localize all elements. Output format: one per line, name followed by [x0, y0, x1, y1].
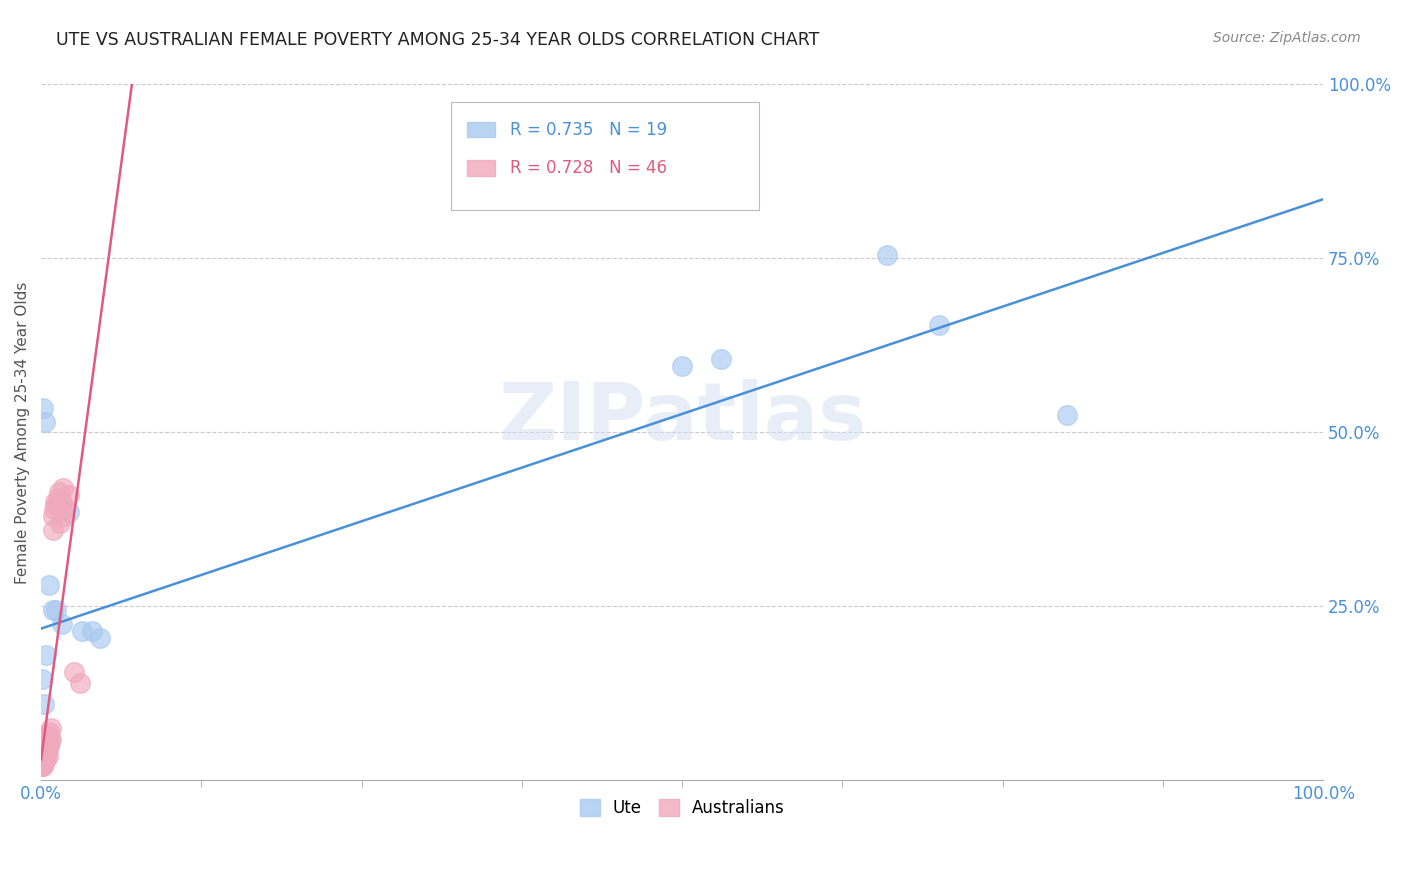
Point — [63, 665, 86, 680]
Point — [32, 739, 55, 753]
Point — [37, 748, 59, 763]
Point — [42, 523, 65, 537]
Text: UTE VS AUSTRALIAN FEMALE POVERTY AMONG 25-34 YEAR OLDS CORRELATION CHART: UTE VS AUSTRALIAN FEMALE POVERTY AMONG 2… — [56, 31, 820, 49]
Point — [34, 739, 56, 753]
Point — [31, 759, 53, 773]
Point — [89, 631, 111, 645]
Point — [52, 481, 75, 495]
Point — [34, 731, 56, 746]
Y-axis label: Female Poverty Among 25-34 Year Olds: Female Poverty Among 25-34 Year Olds — [15, 281, 30, 583]
Point — [58, 488, 80, 502]
Point — [35, 752, 58, 766]
Point — [34, 752, 56, 766]
Point — [53, 508, 76, 523]
FancyBboxPatch shape — [467, 161, 495, 176]
Point — [37, 735, 59, 749]
Point — [49, 516, 72, 530]
Point — [34, 752, 56, 766]
Legend: Ute, Australians: Ute, Australians — [572, 793, 792, 824]
Text: R = 0.735   N = 19: R = 0.735 N = 19 — [510, 120, 668, 138]
Point — [31, 739, 53, 753]
Point — [37, 742, 59, 756]
Point — [31, 673, 53, 687]
Point — [46, 491, 69, 506]
Point — [876, 248, 898, 262]
Point — [35, 746, 58, 760]
Point — [35, 739, 58, 753]
Point — [34, 746, 56, 760]
Point — [31, 746, 53, 760]
Point — [34, 731, 56, 746]
Point — [82, 624, 104, 638]
Point — [51, 495, 73, 509]
Point — [32, 756, 55, 770]
Point — [55, 502, 77, 516]
Text: R = 0.728   N = 46: R = 0.728 N = 46 — [510, 159, 668, 177]
Point — [41, 731, 63, 746]
Point — [45, 499, 67, 513]
Point — [38, 724, 60, 739]
Point — [51, 616, 73, 631]
Point — [671, 359, 693, 374]
Point — [32, 746, 55, 760]
Point — [44, 495, 66, 509]
Point — [34, 742, 56, 756]
Point — [42, 502, 65, 516]
Point — [34, 415, 56, 429]
Point — [32, 759, 55, 773]
Point — [31, 752, 53, 766]
Text: Source: ZipAtlas.com: Source: ZipAtlas.com — [1213, 31, 1361, 45]
Point — [31, 759, 53, 773]
Point — [35, 648, 58, 662]
Text: ZIPatlas: ZIPatlas — [498, 379, 866, 458]
Point — [35, 731, 58, 746]
Point — [38, 739, 60, 753]
Point — [39, 735, 62, 749]
Point — [32, 697, 55, 711]
Point — [32, 401, 55, 415]
Point — [39, 721, 62, 735]
Point — [710, 352, 733, 367]
Point — [41, 508, 63, 523]
Point — [37, 728, 59, 742]
Point — [48, 484, 70, 499]
Point — [69, 676, 91, 690]
Point — [31, 752, 53, 766]
Point — [41, 603, 63, 617]
Point — [70, 624, 93, 638]
Point — [38, 578, 60, 592]
Point — [928, 318, 950, 332]
FancyBboxPatch shape — [467, 122, 495, 137]
FancyBboxPatch shape — [451, 102, 759, 210]
Point — [1056, 408, 1078, 422]
Point — [34, 746, 56, 760]
Point — [32, 746, 55, 760]
Point — [58, 505, 80, 519]
Point — [45, 603, 67, 617]
